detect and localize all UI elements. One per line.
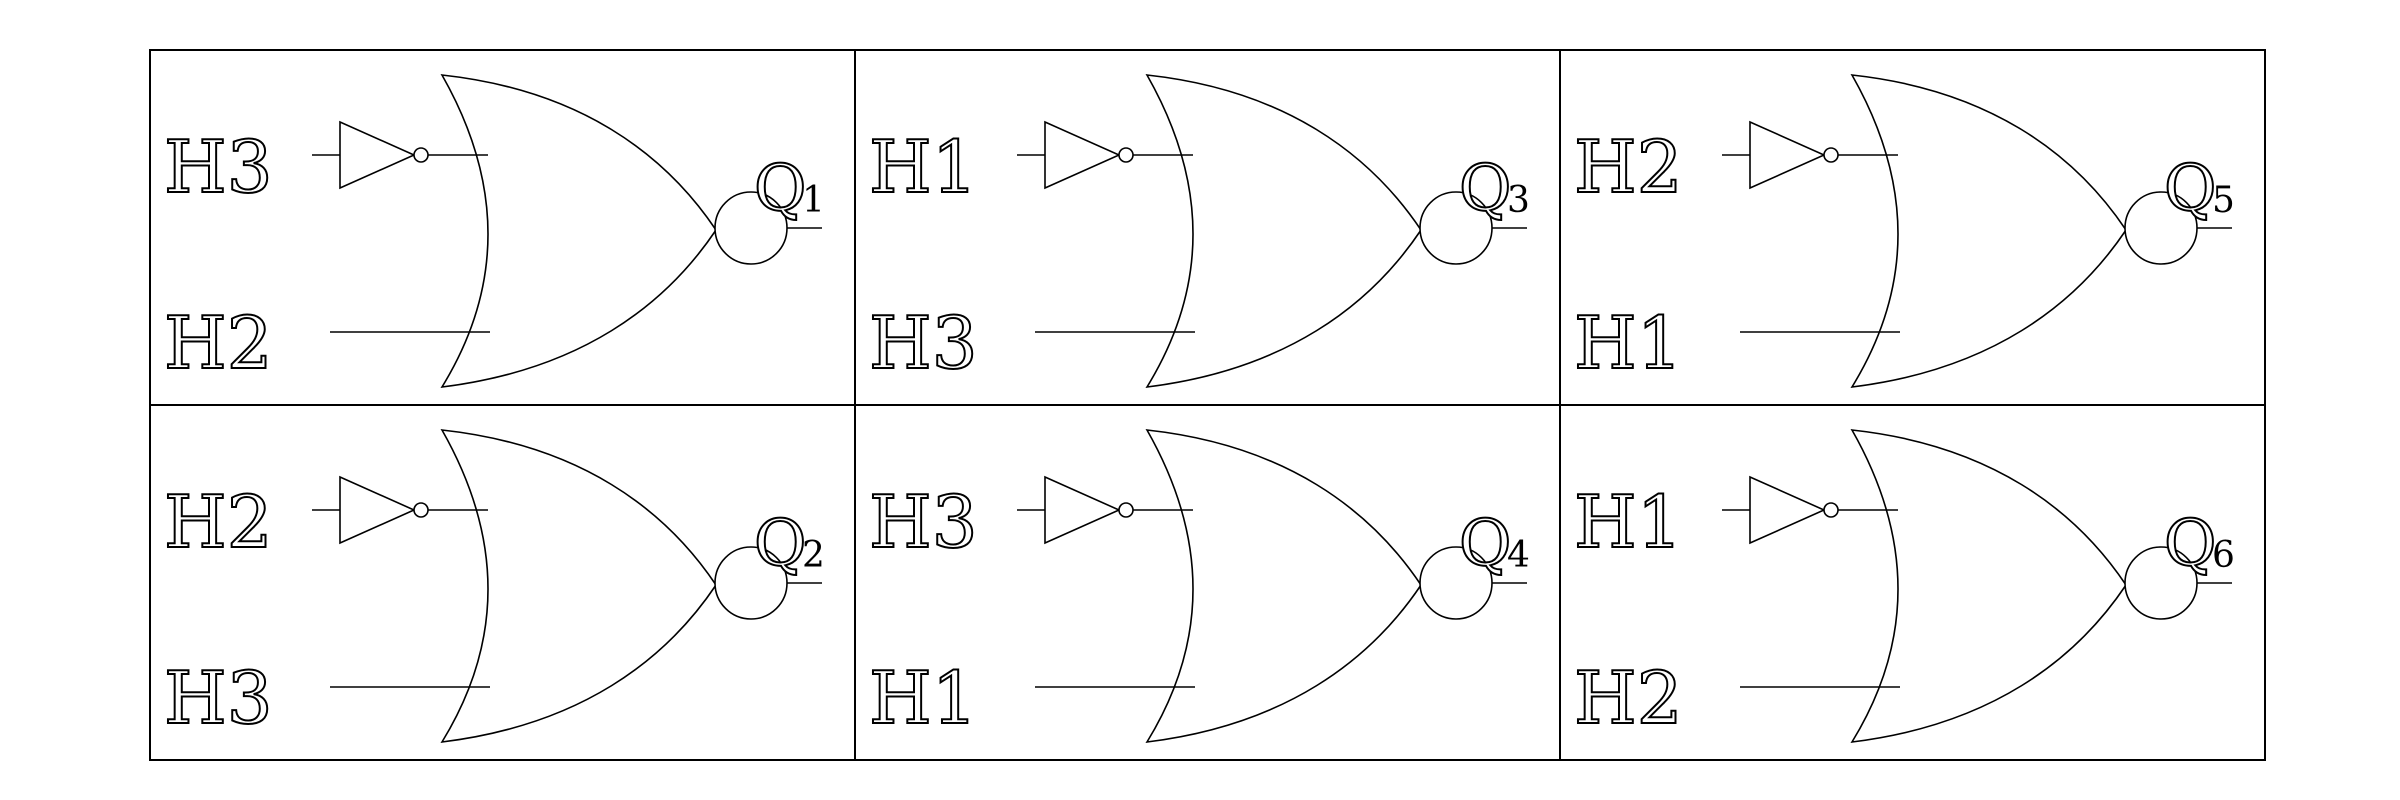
input-label-bottom: H2 — [164, 301, 273, 385]
nor-gate-cell-1: H3 H2 Q1 — [163, 74, 825, 388]
output-letter: Q — [1459, 152, 1511, 226]
input-label-bottom: H1 — [869, 656, 978, 740]
input-label-top: H2 — [1574, 125, 1683, 209]
input-label-top: H1 — [1574, 480, 1683, 564]
output-letter: Q — [754, 507, 806, 581]
input-label-bottom: H1 — [1574, 301, 1683, 385]
output-label: Q — [1459, 152, 1511, 226]
output-letter: Q — [2164, 152, 2216, 226]
inverter-triangle — [1749, 475, 1826, 545]
or-gate-body — [1145, 429, 1422, 743]
inverter-bubble — [1118, 147, 1134, 163]
input-label-bottom: H3 — [869, 301, 978, 385]
or-gate-body — [1850, 74, 2127, 388]
or-gate-body — [440, 74, 717, 388]
output-subscript: 1 — [802, 180, 825, 221]
nor-gate-cell-5: H2 H1 Q5 — [1573, 74, 2235, 388]
nor-gate-cell-2: H2 H3 Q2 — [163, 429, 825, 743]
inverter-triangle — [1749, 120, 1826, 190]
output-label: Q — [2164, 152, 2216, 226]
input-label-top: H3 — [164, 125, 273, 209]
grid-frames — [149, 49, 2266, 761]
or-gate-body — [1145, 74, 1422, 388]
output-subscript: 4 — [1507, 535, 1530, 576]
input-label-top: H3 — [869, 480, 978, 564]
output-letter: Q — [754, 152, 806, 226]
input-label-top: H2 — [164, 480, 273, 564]
output-subscript: 2 — [802, 535, 825, 576]
inverter-triangle — [1044, 120, 1121, 190]
inverter-bubble — [413, 502, 429, 518]
inverter-triangle — [339, 120, 416, 190]
inverter-bubble — [1823, 147, 1839, 163]
output-label: Q — [1459, 507, 1511, 581]
or-gate-body — [1850, 429, 2127, 743]
nor-gate-cell-6: H1 H2 Q6 — [1573, 429, 2235, 743]
nor-gate-cell-3: H1 H3 Q3 — [868, 74, 1530, 388]
inverter-bubble — [413, 147, 429, 163]
inverter-bubble — [1823, 502, 1839, 518]
cell-frame — [1559, 404, 2266, 761]
input-label-bottom: H3 — [164, 656, 273, 740]
output-label: Q — [2164, 507, 2216, 581]
inverter-triangle — [339, 475, 416, 545]
inverter-bubble — [1118, 502, 1134, 518]
output-letter: Q — [1459, 507, 1511, 581]
input-label-top: H1 — [869, 125, 978, 209]
or-gate-body — [440, 429, 717, 743]
output-subscript: 5 — [2212, 180, 2235, 221]
output-label: Q — [754, 152, 806, 226]
output-subscript: 3 — [1507, 180, 1530, 221]
nor-gate-cell-4: H3 H1 Q4 — [868, 429, 1530, 743]
output-subscript: 6 — [2212, 535, 2235, 576]
input-label-bottom: H2 — [1574, 656, 1683, 740]
output-label: Q — [754, 507, 806, 581]
output-letter: Q — [2164, 507, 2216, 581]
inverter-triangle — [1044, 475, 1121, 545]
